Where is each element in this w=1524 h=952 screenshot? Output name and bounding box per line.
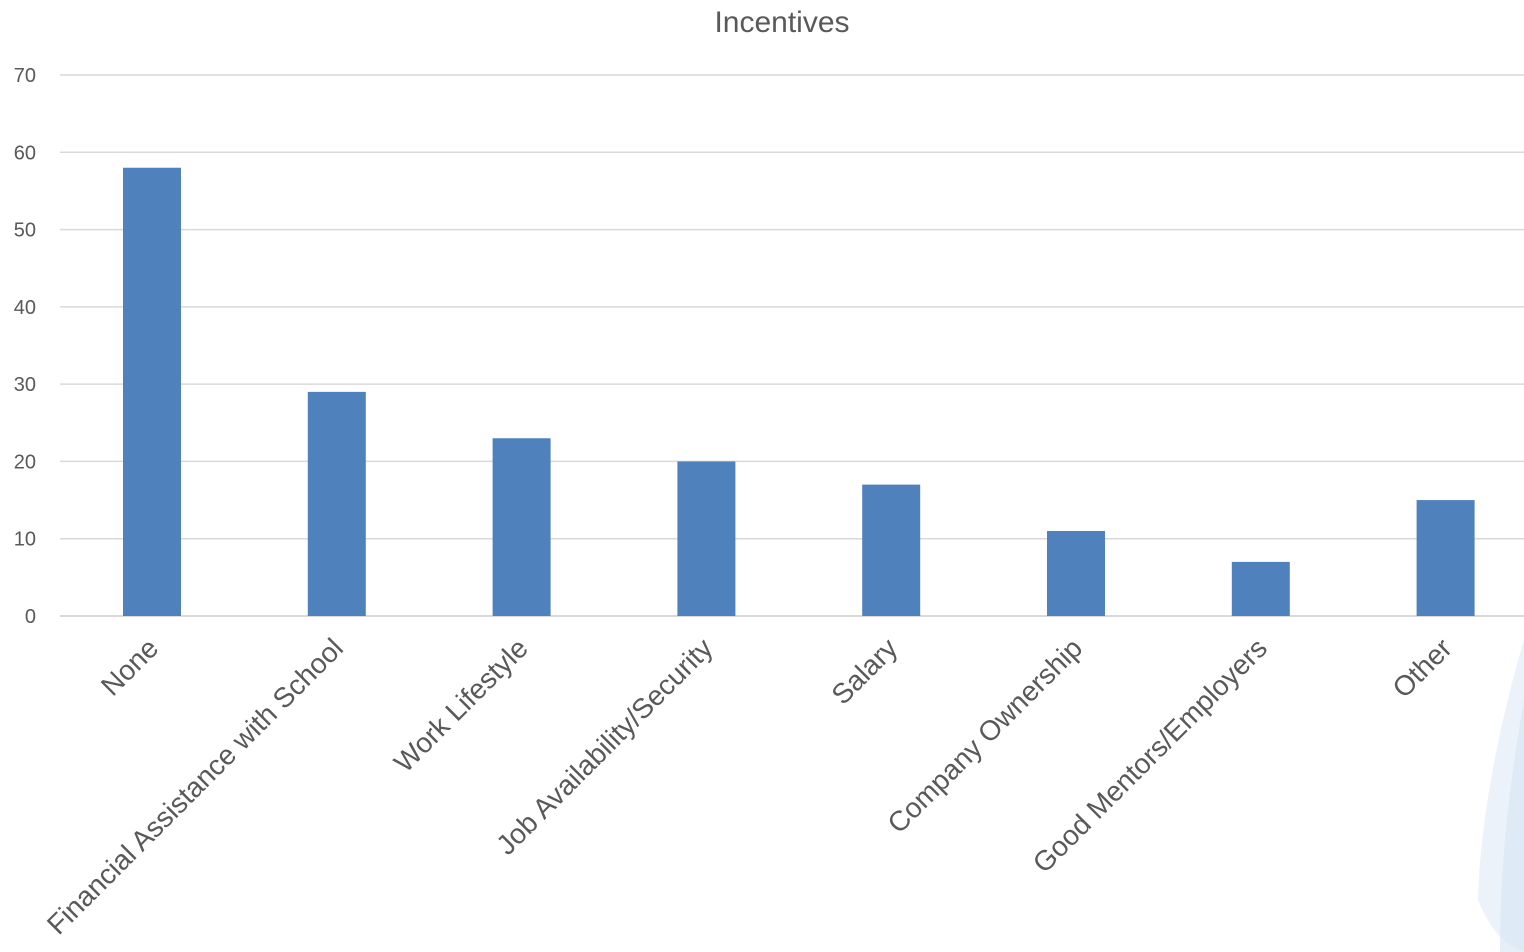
x-tick-label: Company Ownership bbox=[881, 632, 1088, 839]
bar-work-lifestyle bbox=[492, 438, 551, 616]
bar-other bbox=[1416, 500, 1475, 616]
y-axis-tick-labels: 0 10 20 30 40 50 60 70 bbox=[14, 65, 36, 628]
y-tick-label: 70 bbox=[14, 65, 36, 87]
y-tick-label: 0 bbox=[25, 606, 36, 628]
x-tick-label: Other bbox=[1386, 632, 1457, 703]
chart-title: Incentives bbox=[714, 6, 849, 39]
x-tick-label: Salary bbox=[825, 632, 903, 710]
bar-company-ownership bbox=[1047, 530, 1105, 616]
bar-good-mentors-employers bbox=[1231, 561, 1290, 616]
y-tick-label: 30 bbox=[14, 374, 36, 396]
bar-job-availability-security bbox=[677, 461, 736, 616]
y-tick-label: 10 bbox=[14, 529, 36, 551]
background-decoration-2 bbox=[1500, 700, 1524, 952]
y-tick-label: 50 bbox=[14, 220, 36, 242]
x-tick-label: None bbox=[95, 632, 164, 701]
x-tick-label: Financial Assistance with School bbox=[41, 632, 349, 940]
y-tick-label: 20 bbox=[14, 451, 36, 473]
bar-salary bbox=[862, 484, 921, 616]
x-tick-label: Job Availability/Security bbox=[490, 632, 718, 860]
y-tick-label: 60 bbox=[14, 142, 36, 164]
y-tick-label: 40 bbox=[14, 297, 36, 319]
x-tick-label: Work Lifestyle bbox=[388, 632, 534, 778]
bar-financial-assistance-with-school bbox=[307, 391, 366, 616]
bars bbox=[123, 167, 1475, 616]
bar-none bbox=[123, 167, 181, 616]
gridlines bbox=[60, 74, 1524, 617]
